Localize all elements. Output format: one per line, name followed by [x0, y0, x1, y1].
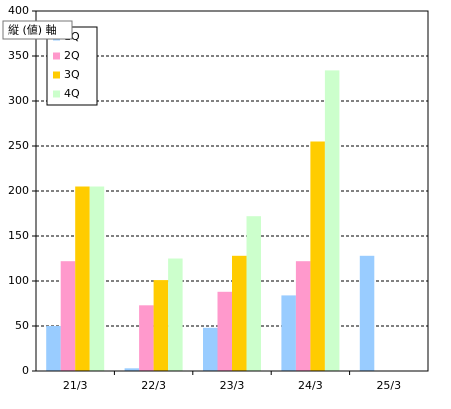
x-tick-label: 25/3: [376, 379, 401, 392]
y-tick-label: 0: [22, 364, 29, 377]
bar: [60, 261, 76, 371]
bar: [75, 186, 90, 371]
bar: [203, 327, 218, 371]
x-tick-label: 21/3: [63, 379, 88, 392]
legend-label: 4Q: [64, 87, 80, 100]
bar: [217, 291, 232, 371]
legend-swatch: [53, 90, 60, 98]
x-tick-label: 23/3: [220, 379, 245, 392]
y-tick-label: 200: [8, 184, 29, 197]
tooltip-box: [2, 20, 73, 40]
y-tick-label: 300: [8, 94, 29, 107]
bar: [168, 258, 183, 371]
bar: [89, 186, 105, 371]
bar: [310, 141, 325, 371]
bar: [153, 280, 169, 371]
tooltip-text: 縦 (値) 軸: [8, 23, 57, 37]
legend-swatch: [53, 71, 60, 79]
legend-label: 3Q: [64, 68, 80, 81]
y-tick-label: 250: [8, 139, 29, 152]
bar: [124, 368, 140, 371]
y-tick-label: 350: [8, 49, 29, 62]
bar: [232, 255, 247, 371]
y-tick-label: 400: [8, 4, 29, 17]
x-tick-label: 24/3: [298, 379, 323, 392]
bar: [246, 216, 261, 371]
y-tick-label: 150: [8, 229, 29, 242]
bar: [359, 255, 375, 371]
bar: [281, 295, 296, 371]
bar: [324, 70, 340, 372]
plot-area: [35, 10, 429, 372]
bar: [46, 326, 61, 371]
y-tick-label: 50: [15, 319, 29, 332]
bar: [139, 305, 154, 371]
x-tick-label: 22/3: [141, 379, 166, 392]
y-tick-label: 100: [8, 274, 29, 287]
bar: [295, 261, 311, 371]
legend-label: 2Q: [64, 49, 80, 62]
legend-swatch: [53, 52, 60, 60]
